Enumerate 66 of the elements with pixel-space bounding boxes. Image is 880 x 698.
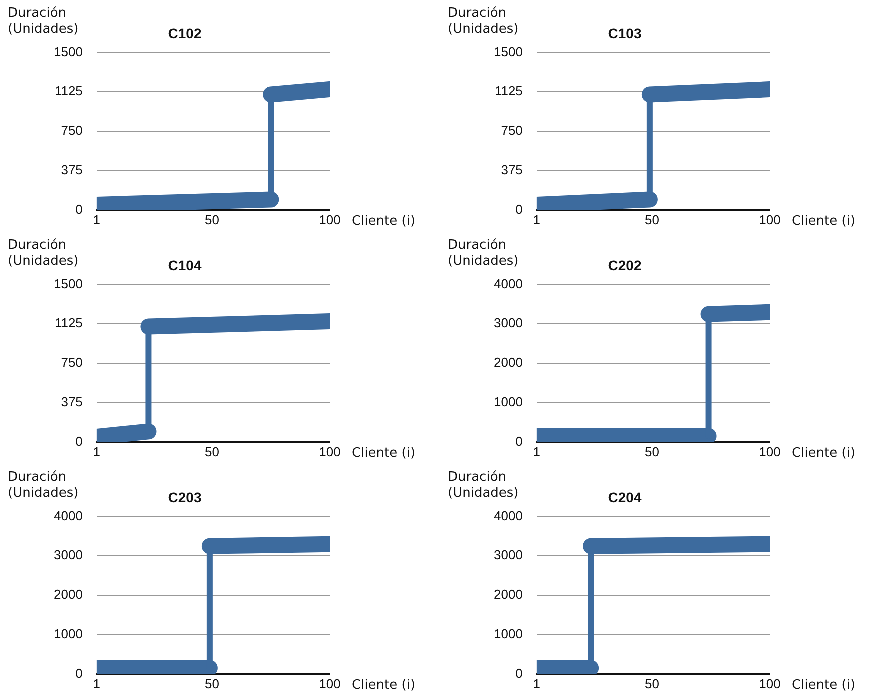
y-tick-label: 0	[76, 434, 83, 449]
x-tick-label: 100	[759, 444, 781, 460]
x-tick-label: 50	[205, 444, 220, 460]
y-tick-label: 4000	[494, 508, 523, 524]
y-tick-label: 750	[61, 355, 83, 370]
y-tick-label: 375	[61, 162, 83, 178]
chart-title: C103	[608, 25, 642, 42]
chart-title: C204	[608, 489, 642, 506]
x-axis-title: Cliente (i)	[792, 678, 856, 694]
y-tick-label: 1000	[494, 394, 523, 410]
y-tick-label: 0	[76, 666, 83, 681]
x-axis-title: Cliente (i)	[792, 214, 856, 230]
y-tick-label: 2000	[54, 587, 83, 602]
y-axis-title: Duración (Unidades)	[8, 470, 80, 502]
x-tick-label: 100	[319, 444, 341, 460]
y-tick-label: 3000	[494, 548, 523, 563]
x-tick-label: 1	[533, 444, 541, 460]
chart-title: C203	[168, 489, 202, 506]
y-tick-label: 375	[501, 162, 523, 178]
x-tick-label: 100	[759, 676, 781, 692]
chart-title: C104	[168, 257, 202, 274]
x-tick-label: 100	[319, 212, 341, 228]
y-tick-label: 1125	[54, 84, 83, 99]
y-tick-label: 2000	[494, 587, 523, 602]
x-tick-label: 50	[645, 676, 660, 692]
y-tick-label: 3000	[494, 316, 523, 331]
y-axis-title: Duración (Unidades)	[448, 470, 520, 502]
x-tick-label: 1	[93, 212, 101, 228]
y-tick-label: 0	[516, 434, 523, 449]
y-tick-label: 1500	[54, 276, 83, 292]
y-axis-title: Duración (Unidades)	[8, 238, 80, 270]
y-tick-label: 0	[516, 666, 523, 681]
y-axis-title: Duración (Unidades)	[448, 6, 520, 38]
x-axis-title: Cliente (i)	[352, 214, 416, 230]
x-tick-label: 1	[93, 676, 101, 692]
y-tick-label: 1125	[54, 316, 83, 331]
x-tick-label: 50	[645, 212, 660, 228]
x-tick-label: 50	[205, 676, 220, 692]
y-tick-label: 4000	[494, 276, 523, 292]
y-tick-label: 3000	[54, 548, 83, 563]
x-tick-label: 50	[205, 212, 220, 228]
x-tick-label: 1	[533, 676, 541, 692]
chart-title: C102	[168, 25, 202, 42]
y-tick-label: 750	[61, 123, 83, 138]
x-tick-label: 100	[319, 676, 341, 692]
y-tick-label: 2000	[494, 355, 523, 370]
y-axis-title: Duración (Unidades)	[448, 238, 520, 270]
x-tick-label: 50	[645, 444, 660, 460]
x-tick-label: 1	[533, 212, 541, 228]
x-axis-title: Cliente (i)	[352, 678, 416, 694]
chart-title: C202	[608, 257, 642, 274]
y-tick-label: 0	[76, 202, 83, 217]
x-axis-title: Cliente (i)	[352, 446, 416, 462]
y-tick-label: 750	[501, 123, 523, 138]
y-tick-label: 0	[516, 202, 523, 217]
y-tick-label: 1500	[54, 44, 83, 60]
y-tick-label: 375	[61, 394, 83, 410]
y-tick-label: 1500	[494, 44, 523, 60]
y-tick-label: 1125	[494, 84, 523, 99]
y-tick-label: 1000	[54, 626, 83, 642]
x-tick-label: 100	[759, 212, 781, 228]
y-axis-title: Duración (Unidades)	[8, 6, 80, 38]
y-tick-label: 4000	[54, 508, 83, 524]
x-tick-label: 1	[93, 444, 101, 460]
y-tick-label: 1000	[494, 626, 523, 642]
x-axis-title: Cliente (i)	[792, 446, 856, 462]
